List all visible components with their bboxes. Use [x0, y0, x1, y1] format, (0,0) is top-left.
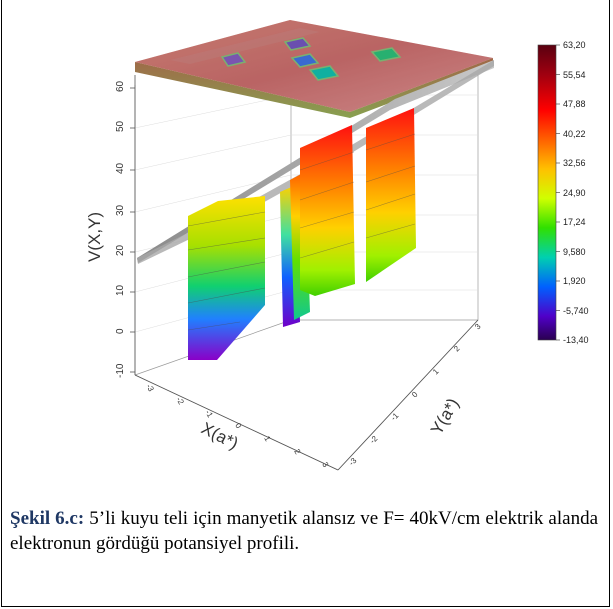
quantum-wells — [187, 108, 416, 360]
figure-caption: Şekil 6.c: 5’li kuyu teli için manyetik … — [10, 506, 598, 556]
colorbar-tick-label: 55,54 — [563, 70, 586, 80]
x-tick-label: -3 — [144, 383, 156, 394]
colorbar-tick-label: 63,20 — [563, 40, 586, 50]
y-tick-label: -1 — [389, 411, 401, 423]
colorbar-tick-label: 47,88 — [563, 99, 586, 109]
z-tick-label: 30 — [115, 204, 126, 216]
x-axis-label: X(a*) — [198, 419, 241, 454]
colorbar-tick-label: 40,22 — [563, 129, 586, 139]
x-tick-label: -2 — [174, 396, 186, 407]
y-tick-label: 3 — [473, 322, 483, 332]
y-axis-label: Y(a*) — [427, 395, 463, 438]
z-tick-label: 40 — [115, 162, 126, 174]
x-tick-label: -1 — [203, 409, 215, 420]
z-tick-label: 20 — [115, 244, 126, 256]
colorbar-tick-label: 1,920 — [563, 276, 586, 286]
x-tick-label: 2 — [292, 448, 302, 457]
colorbar-tick-label: 17,24 — [563, 217, 586, 227]
colorbar-tick-label: 9,580 — [563, 247, 586, 257]
z-tick-label: 10 — [115, 284, 126, 296]
caption-text: 5’li kuyu teli için manyetik alansız ve … — [10, 508, 598, 554]
y-tick-label: -3 — [347, 456, 359, 468]
potential-surface-plot: 60 50 40 30 20 10 0 -10 V(X,Y) -3 -2 -1 … — [85, 20, 589, 471]
y-axis: -3 -2 -1 0 1 2 3 Y(a*) — [337, 319, 483, 471]
y-tick-label: 0 — [410, 390, 420, 400]
caption-label: Şekil 6.c: — [10, 508, 85, 529]
y-tick-label: -2 — [368, 434, 380, 446]
x-axis: -3 -2 -1 0 1 2 3 X(a*) — [134, 374, 339, 471]
colorbar: 63,20 55,54 47,88 40,22 32,56 24,90 17,2… — [537, 40, 589, 345]
x-tick-label: 1 — [262, 435, 272, 444]
y-tick-label: 1 — [431, 367, 441, 377]
z-axis: 60 50 40 30 20 10 0 -10 V(X,Y) — [85, 75, 136, 378]
x-tick-label: 3 — [320, 461, 330, 470]
x-tick-label: 0 — [233, 422, 243, 431]
colorbar-tick-label: -5,740 — [563, 306, 589, 316]
z-tick-label: 50 — [115, 120, 126, 132]
sloped-potential-plane — [137, 60, 494, 264]
z-axis-label: V(X,Y) — [85, 212, 104, 262]
colorbar-tick-label: -13,40 — [563, 335, 589, 345]
z-tick-label: 0 — [115, 328, 126, 334]
z-tick-label: 60 — [115, 80, 126, 92]
z-tick-label: -10 — [115, 363, 126, 378]
colorbar-tick-label: 32,56 — [563, 158, 586, 168]
colorbar-tick-label: 24,90 — [563, 188, 586, 198]
colorbar-gradient — [537, 44, 557, 341]
top-plateau-surface — [135, 20, 493, 118]
y-tick-label: 2 — [452, 344, 462, 354]
